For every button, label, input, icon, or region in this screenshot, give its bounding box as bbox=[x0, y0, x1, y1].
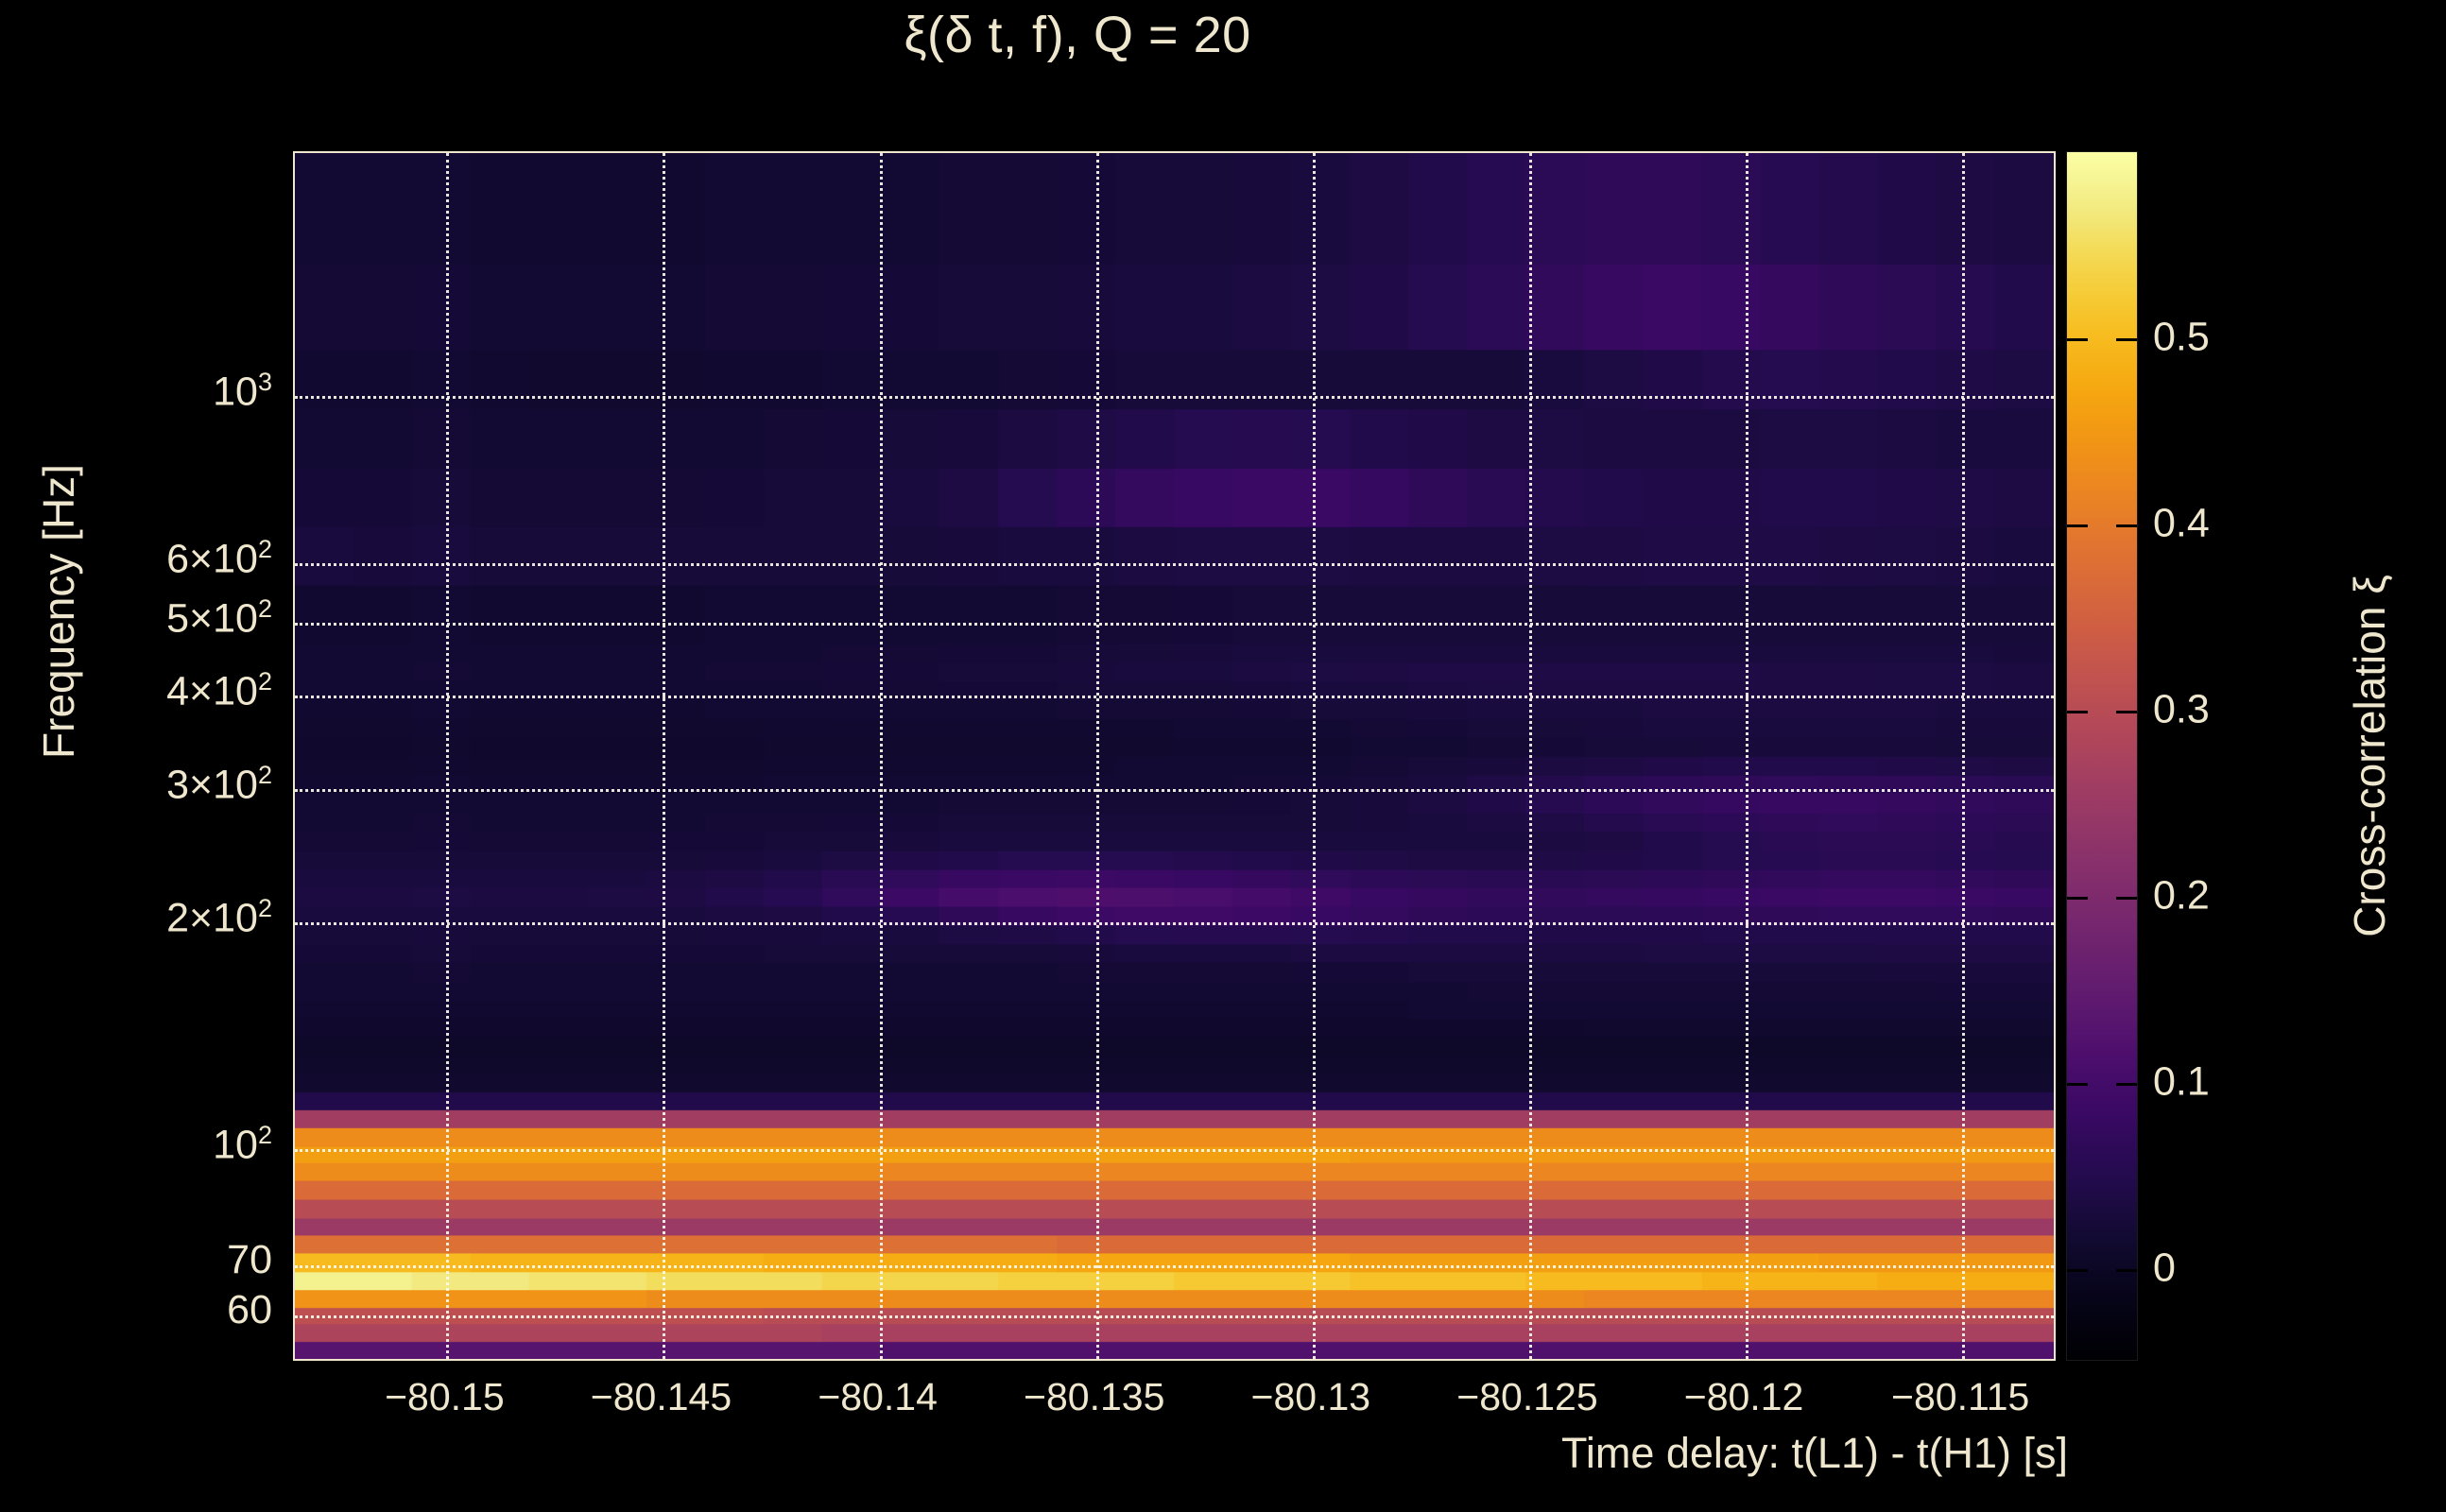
colorbar-tick-label: 0.3 bbox=[2153, 686, 2210, 732]
x-axis-tick-label: −80.135 bbox=[1024, 1375, 1165, 1418]
y-axis-tick-label: 2×102 bbox=[166, 893, 272, 941]
y-axis-tick-label: 103 bbox=[213, 367, 272, 415]
colorbar-tick-label: 0 bbox=[2153, 1245, 2176, 1291]
x-axis-tick-label: −80.15 bbox=[385, 1375, 505, 1418]
colorbar-gradient bbox=[2067, 152, 2137, 1360]
y-axis-tick-label: 3×102 bbox=[166, 761, 272, 808]
colorbar-label: Cross-correlation ξ bbox=[2345, 575, 2394, 937]
colorbar[interactable] bbox=[2066, 151, 2138, 1361]
colorbar-tick-label: 0.4 bbox=[2153, 500, 2210, 546]
colorbar-tick-label: 0.1 bbox=[2153, 1058, 2210, 1105]
x-axis-tick-label: −80.145 bbox=[590, 1375, 732, 1418]
x-axis-label: Time delay: t(L1) - t(H1) [s] bbox=[1561, 1429, 2068, 1477]
x-axis-tick-label: −80.12 bbox=[1683, 1375, 1804, 1418]
y-axis-tick-label: 102 bbox=[213, 1120, 272, 1167]
heatmap-image bbox=[295, 153, 2054, 1359]
colorbar-tick-label: 0.2 bbox=[2153, 872, 2210, 919]
y-axis-tick-label: 4×102 bbox=[166, 666, 272, 714]
x-axis-tick-label: −80.115 bbox=[1891, 1375, 2030, 1418]
colorbar-tick-label: 0.5 bbox=[2153, 314, 2210, 360]
y-axis-tick-label: 70 bbox=[227, 1237, 272, 1283]
heatmap-canvas bbox=[295, 153, 2054, 1359]
x-axis-tick-label: −80.13 bbox=[1250, 1375, 1371, 1418]
y-axis-tick-label: 5×102 bbox=[166, 593, 272, 641]
heatmap-plot-area[interactable] bbox=[293, 151, 2056, 1361]
y-axis-tick-label: 6×102 bbox=[166, 534, 272, 581]
x-axis-tick-label: −80.14 bbox=[818, 1375, 938, 1418]
figure-title: ξ(δ t, f), Q = 20 bbox=[904, 7, 1251, 63]
x-axis-tick-label: −80.125 bbox=[1456, 1375, 1598, 1418]
y-axis-tick-label: 60 bbox=[227, 1287, 272, 1333]
